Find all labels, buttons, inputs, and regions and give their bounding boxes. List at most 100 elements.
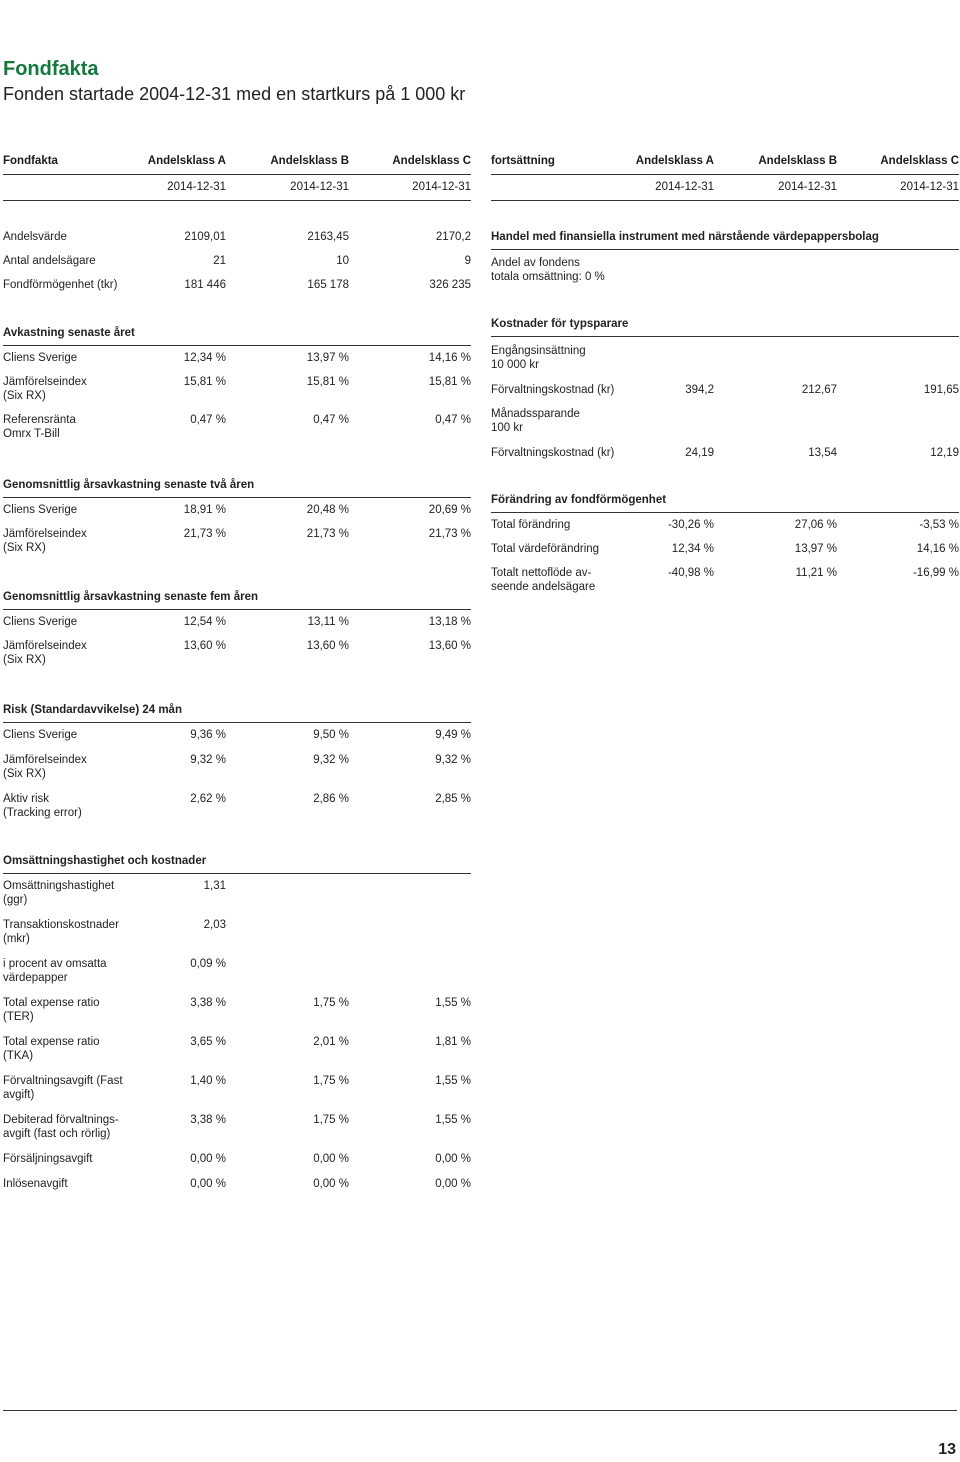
value-a: 24,19 xyxy=(685,447,714,459)
value-b: 2,01 % xyxy=(313,1036,349,1048)
value-c: 14,16 % xyxy=(428,352,471,364)
value-b: 2163,45 xyxy=(307,231,349,243)
five-year-section: Genomsnittlig årsavkastning senaste fem … xyxy=(3,590,471,610)
divider xyxy=(3,722,471,723)
table-row: i procent av omsatta värdepapper 0,09 % xyxy=(3,957,471,985)
section-title: Förändring av fondförmögenhet xyxy=(491,494,667,506)
row-label: Jämförelseindex xyxy=(3,640,87,652)
two-year-table: Cliens Sverige 18,91 % 20,48 % 20,69 % Jämfö… xyxy=(3,503,471,565)
value-b: 21,73 % xyxy=(306,528,349,540)
value-a: 13,60 % xyxy=(183,640,226,652)
row-label: Antal andelsägare xyxy=(3,255,96,267)
right-dates: 2014-12-31 2014-12-31 2014-12-31 xyxy=(491,181,959,195)
row-label: Cliens Sverige xyxy=(3,352,78,364)
value-b: 13,97 % xyxy=(306,352,349,364)
header-class-a: Andelsklass A xyxy=(635,155,714,167)
row-label-line-2: (ggr) xyxy=(3,894,28,906)
value-a: 15,81 % xyxy=(183,376,226,388)
row-label-line-2: (Tracking error) xyxy=(3,807,82,819)
row-label: Förvaltningskostnad (kr) xyxy=(491,384,615,396)
value-c: 13,60 % xyxy=(428,640,471,652)
table-row: Referensränta Omrx T-Bill 0,47 % 0,47 % 0,47… xyxy=(3,413,471,441)
value-a: 1,40 % xyxy=(190,1075,226,1087)
value-b: 0,47 % xyxy=(313,414,349,426)
value-a: 2109,01 xyxy=(184,231,226,243)
row-label-line-2: (Six RX) xyxy=(3,654,46,666)
row-label: Referensränta xyxy=(3,414,76,426)
value-b: 9,32 % xyxy=(313,754,349,766)
value-c: 13,18 % xyxy=(428,616,471,628)
header-class-b: Andelsklass B xyxy=(270,155,349,167)
oms-section: Omsättningshastighet och kostnader xyxy=(3,854,471,874)
table-row: Förvaltningsavgift (Fast avgift) 1,40 % 1,7… xyxy=(3,1074,471,1102)
value-a: 9,36 % xyxy=(190,729,226,741)
header-class-c: Andelsklass C xyxy=(880,155,959,167)
table-row: Antal andelsägare 21 10 9 xyxy=(3,254,471,268)
footer-divider xyxy=(3,1410,957,1411)
value-c: 9,32 % xyxy=(435,754,471,766)
man-label: Månadssparande xyxy=(491,408,580,420)
table-row: Cliens Sverige 9,36 % 9,50 % 9,49 % xyxy=(3,728,471,742)
header-class-a: Andelsklass A xyxy=(147,155,226,167)
row-label: Totalt nettoflöde av- xyxy=(491,567,592,579)
value-c: 9,49 % xyxy=(435,729,471,741)
row-label: Total expense ratio xyxy=(3,997,100,1009)
divider xyxy=(491,200,959,201)
forand-table: Total förändring -30,26 % 27,06 % -3,53 % To… xyxy=(491,518,959,604)
table-row: Omsättningshastighet (ggr) 1,31 xyxy=(3,879,471,907)
value-c: 1,55 % xyxy=(435,1075,471,1087)
section-title: Genomsnittlig årsavkastning senaste fem … xyxy=(3,591,259,603)
value-b: 13,54 xyxy=(808,447,837,459)
risk-section: Risk (Standardavvikelse) 24 mån xyxy=(3,703,471,723)
table-row: Totalt nettoflöde av-seende andelsägare -… xyxy=(491,566,959,594)
value-a: 1,31 xyxy=(203,880,226,892)
value-b: 0,00 % xyxy=(313,1153,349,1165)
table-row: Jämförelseindex (Six RX) 9,32 % 9,32 % 9,32 … xyxy=(3,753,471,781)
value-a: 394,2 xyxy=(685,384,714,396)
table-row: Cliens Sverige 12,34 % 13,97 % 14,16 % xyxy=(3,351,471,365)
kost-row-1: Förvaltningskostnad (kr) 394,2 212,67 19… xyxy=(491,383,959,397)
section-title: Omsättningshastighet och kostnader xyxy=(3,855,207,867)
table-row: Aktiv risk (Tracking error) 2,62 % 2,86 % 2,… xyxy=(3,792,471,820)
value-c: 191,65 xyxy=(923,384,959,396)
table-row: Total expense ratio (TER) 3,38 % 1,75 % 1,55… xyxy=(3,996,471,1024)
row-label: Förvaltningskostnad (kr) xyxy=(491,447,615,459)
row-label: Cliens Sverige xyxy=(3,729,78,741)
kost-section: Kostnader för typsparare Engångsinsättni… xyxy=(491,317,959,460)
row-label: Omsättningshastighet xyxy=(3,880,115,892)
value-a: 0,09 % xyxy=(190,958,226,970)
row-label: Förvaltningsavgift (Fast xyxy=(3,1075,123,1087)
value-b: 15,81 % xyxy=(306,376,349,388)
header-label: fortsättning xyxy=(491,155,555,167)
divider xyxy=(491,336,959,337)
row-label: Debiterad förvaltnings- xyxy=(3,1114,119,1126)
value-b: 13,97 % xyxy=(794,543,837,555)
value-a: 18,91 % xyxy=(183,504,226,516)
right-column: fortsättning Andelsklass A Andelsklass B… xyxy=(491,155,959,201)
value-c: 15,81 % xyxy=(428,376,471,388)
table-row: Jämförelseindex (Six RX) 13,60 % 13,60 % 13,… xyxy=(3,639,471,667)
row-label-line-2: (mkr) xyxy=(3,933,30,945)
divider xyxy=(491,174,959,175)
table-row: Total värdeförändring 12,34 % 13,97 % 14,16… xyxy=(491,542,959,556)
value-c: 1,81 % xyxy=(435,1036,471,1048)
avk-section: Avkastning senaste året xyxy=(3,326,471,346)
five-year-table: Cliens Sverige 12,54 % 13,11 % 13,18 % Jämfö… xyxy=(3,615,471,677)
avk-table: Cliens Sverige 12,34 % 13,97 % 14,16 % Jämfö… xyxy=(3,351,471,451)
row-label-line-2: (TER) xyxy=(3,1011,34,1023)
table-row: Cliens Sverige 18,91 % 20,48 % 20,69 % xyxy=(3,503,471,517)
value-b: 212,67 xyxy=(801,384,837,396)
value-a: -30,26 % xyxy=(667,519,714,531)
section-title: Handel med finansiella instrument med nä… xyxy=(491,231,879,243)
section-title: Avkastning senaste året xyxy=(3,327,135,339)
value-a: 0,47 % xyxy=(190,414,226,426)
row-label: Fondförmögenhet (tkr) xyxy=(3,279,118,291)
row-label: Total expense ratio xyxy=(3,1036,100,1048)
table-row: Total förändring -30,26 % 27,06 % -3,53 % xyxy=(491,518,959,532)
row-label-line-2: seende andelsägare xyxy=(491,581,596,593)
value-a: 9,32 % xyxy=(190,754,226,766)
page-subtitle: Fonden startade 2004-12-31 med en startk… xyxy=(3,84,466,104)
divider xyxy=(3,345,471,346)
value-b: 11,21 % xyxy=(795,567,837,579)
row-label: Total värdeförändring xyxy=(491,543,600,555)
